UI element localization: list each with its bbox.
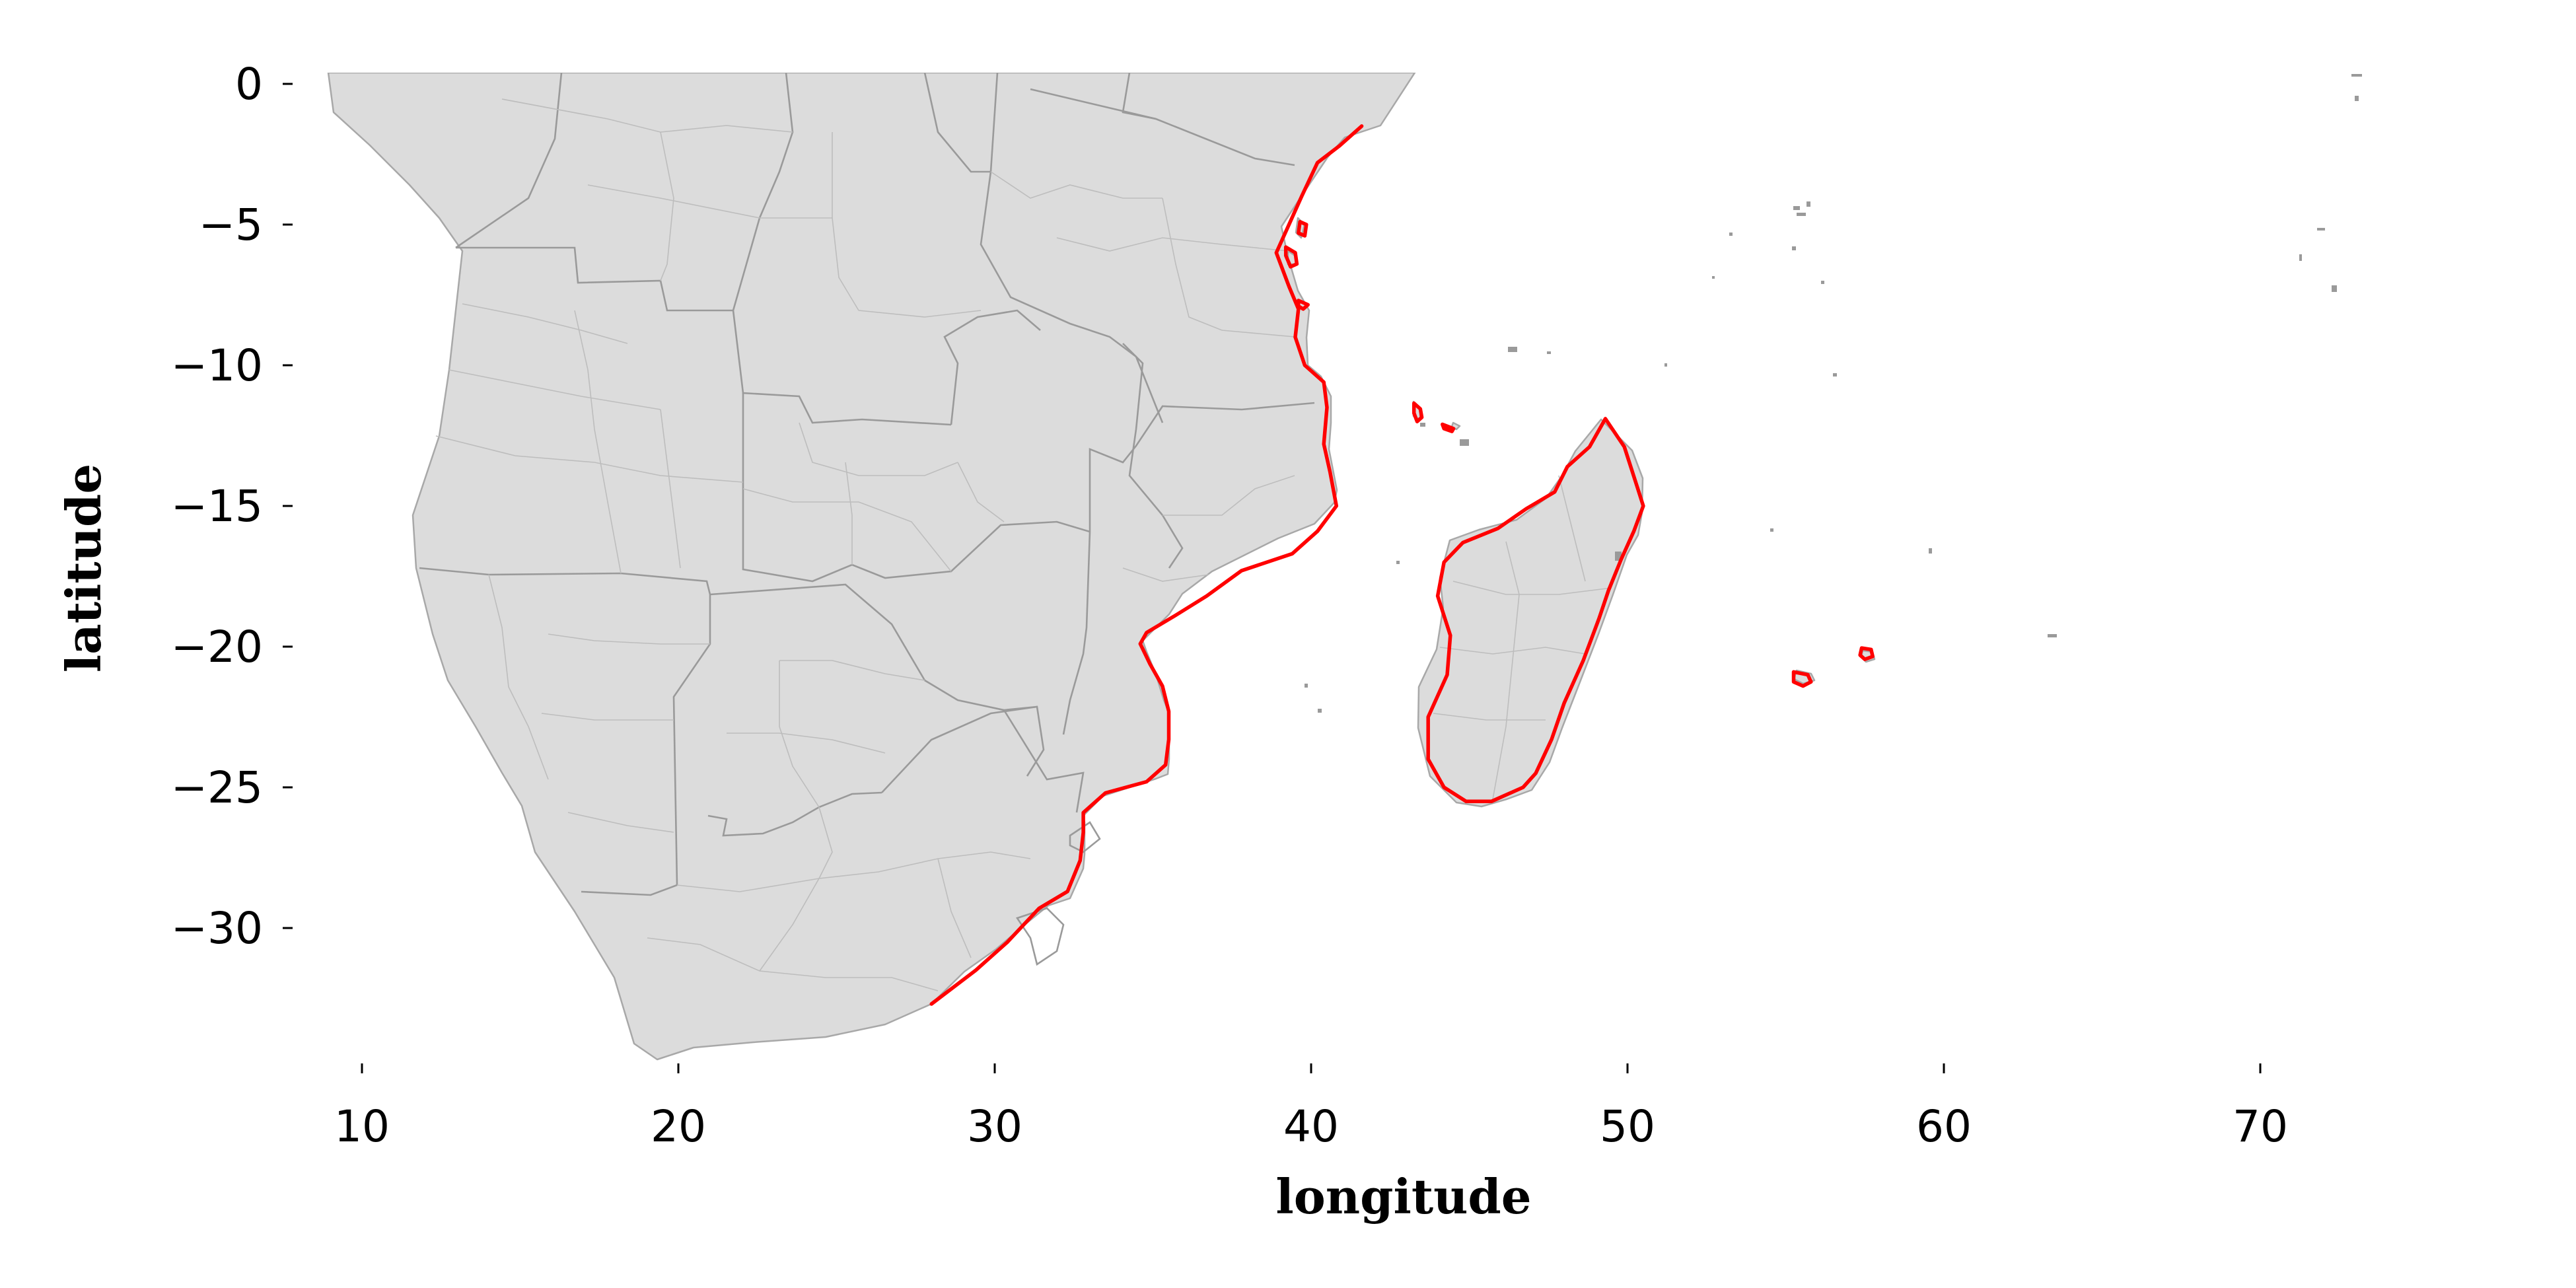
x-tick-label: 40 [1283, 1101, 1339, 1152]
plot-area [327, 73, 2362, 1061]
y-tick-label: −20 [171, 622, 263, 672]
coastline-comoros-anjouan [1441, 422, 1456, 433]
coastline-reunion [1791, 670, 1813, 688]
y-tick-label: 0 [235, 59, 263, 110]
y-axis: 0 −5 −10 −15 −20 −25 −30 [171, 59, 293, 954]
y-tick-label: −25 [171, 762, 263, 813]
coastline-mafia-island [1297, 299, 1310, 311]
x-axis: 10 20 30 40 50 60 70 [334, 1063, 2288, 1152]
x-tick-label: 70 [2233, 1101, 2288, 1152]
africa-mainland [327, 73, 1416, 1061]
country-borders [419, 73, 1315, 966]
x-tick-label: 20 [651, 1101, 706, 1152]
y-tick-label: −15 [171, 481, 263, 532]
madagascar-land [1417, 418, 1644, 808]
coastline-pemba-island [1297, 219, 1308, 238]
coastline-east-africa-coast [929, 124, 1364, 1006]
x-tick-label: 50 [1600, 1101, 1655, 1152]
highlighted-coastline-layer [929, 124, 1875, 1006]
y-tick-label: −10 [171, 340, 263, 391]
x-tick-label: 60 [1916, 1101, 1972, 1152]
coastline-mauritius [1858, 646, 1875, 661]
admin-boundaries [435, 98, 1612, 991]
small-islands [1305, 74, 2362, 713]
x-tick-label: 10 [334, 1101, 390, 1152]
x-tick-label: 30 [967, 1101, 1022, 1152]
coastline-comoros-grande-comore [1412, 401, 1424, 423]
y-tick-label: −30 [171, 903, 263, 954]
y-axis-label: latitude [55, 464, 112, 672]
coastline-zanzibar-island [1283, 245, 1299, 269]
x-axis-label: longitude [1275, 1168, 1531, 1225]
y-tick-label: −5 [199, 199, 263, 250]
coastline-madagascar [1426, 417, 1645, 804]
